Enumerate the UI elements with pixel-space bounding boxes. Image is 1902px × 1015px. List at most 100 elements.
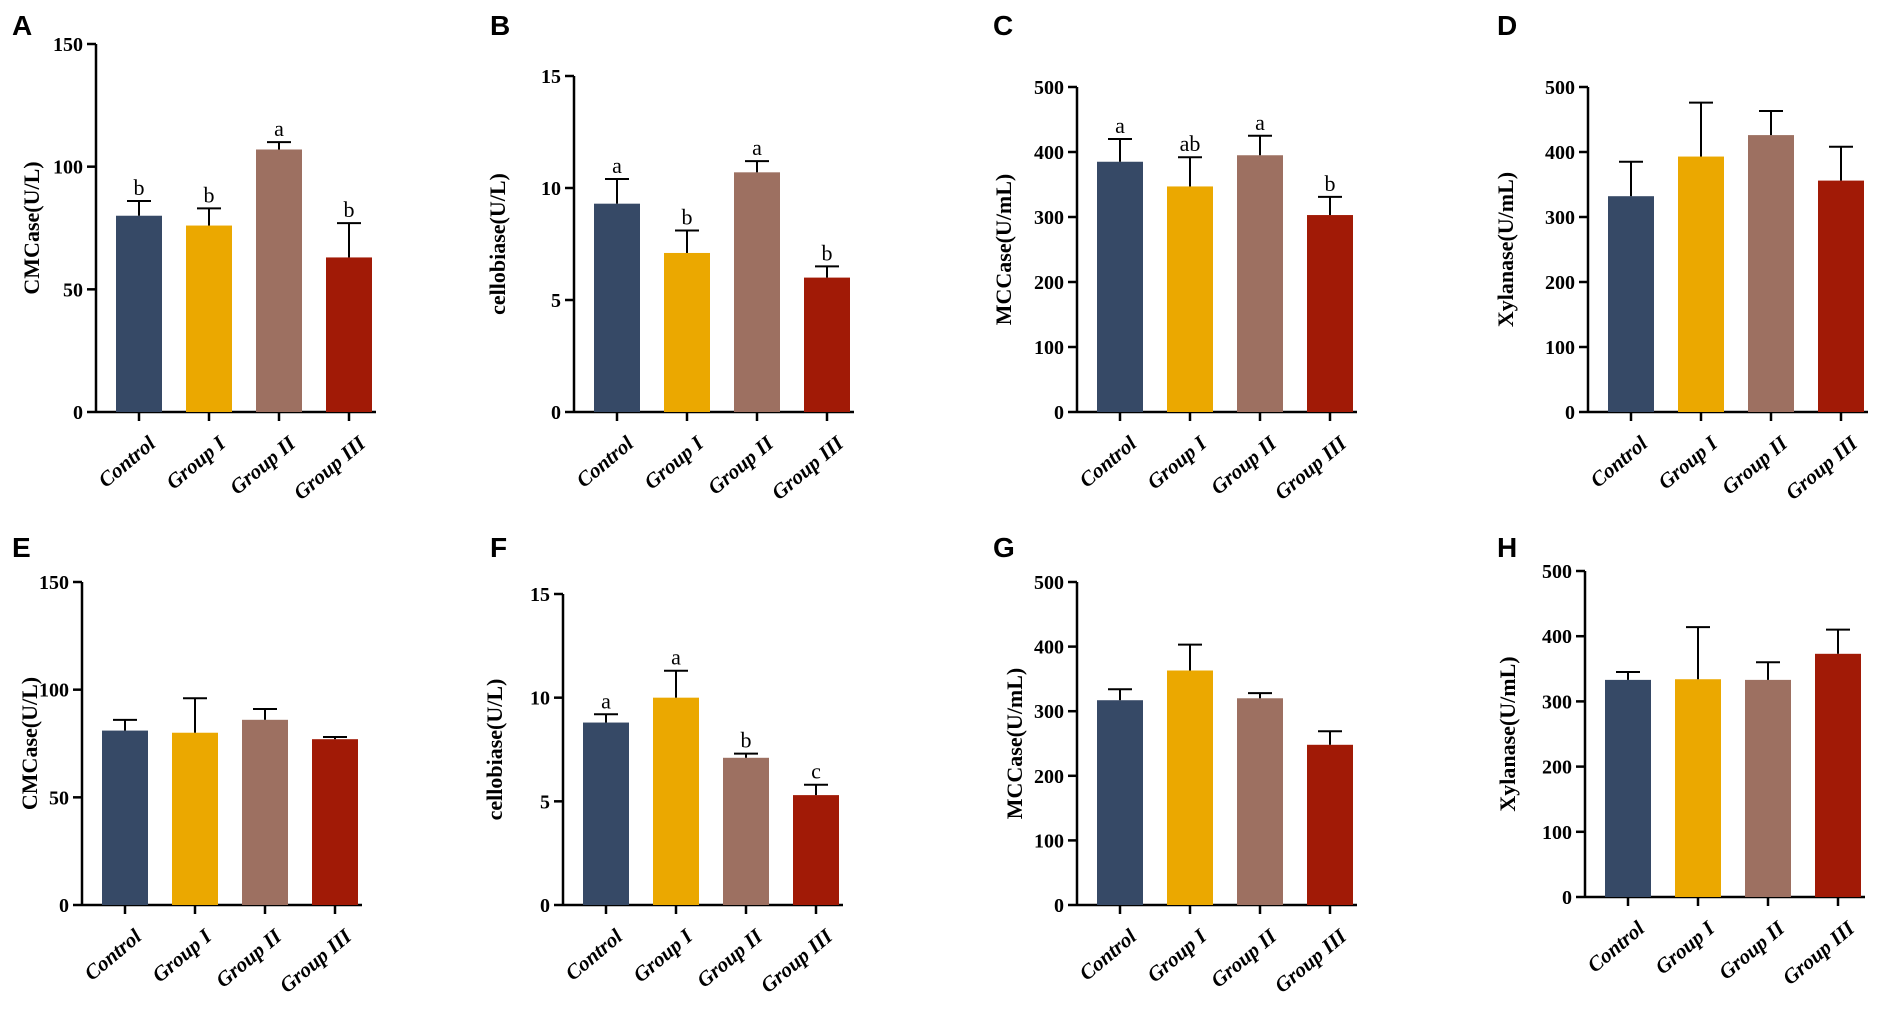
significance-letter: a (1255, 110, 1265, 135)
y-tick-label: 400 (1545, 142, 1575, 164)
x-category-label: Group I (1653, 431, 1722, 495)
x-category-label: Group III (1778, 916, 1860, 990)
y-tick-label: 5 (540, 791, 550, 813)
y-tick-label: 15 (541, 66, 561, 88)
bar-group-iii (793, 795, 839, 905)
x-category-label: Group III (275, 924, 357, 998)
x-category-label: Group III (1270, 431, 1352, 505)
y-tick-label: 0 (59, 895, 69, 917)
significance-letter: b (344, 197, 355, 222)
panel-letter: A (12, 10, 32, 41)
panel-letter: D (1497, 10, 1517, 41)
panel-letter: H (1497, 532, 1517, 563)
panel-letter: C (993, 10, 1013, 41)
bar-group-i (172, 732, 218, 905)
x-category-label: Control (561, 924, 628, 985)
y-tick-label: 100 (1545, 337, 1575, 359)
x-category-label: Group III (767, 431, 849, 505)
x-category-label: Group III (1270, 924, 1352, 998)
bar-group-ii (734, 172, 780, 412)
significance-letter: b (682, 205, 693, 230)
y-tick-label: 0 (1562, 887, 1572, 909)
bar-control (583, 722, 629, 905)
y-tick-label: 10 (541, 178, 561, 200)
chart-panel-b: B 0 5 10 15 cellobiase(U/L) a Control b Group I a G… (485, 10, 854, 505)
x-category-label: Group II (1714, 916, 1790, 985)
significance-letter: b (741, 728, 752, 753)
x-category-label: Control (1583, 916, 1650, 977)
x-category-label: Group I (147, 924, 216, 988)
panel-letter: B (490, 10, 510, 41)
y-tick-label: 0 (540, 895, 550, 917)
bar-group-ii (723, 757, 769, 905)
bar-group-ii (1237, 155, 1283, 412)
x-category-label: Control (1075, 431, 1142, 492)
chart-panel-a: A 0 50 100 150 CMCase(U/L) b Control b Group I a Gr… (12, 10, 376, 505)
x-category-label: Control (94, 431, 161, 492)
y-tick-label: 300 (1034, 207, 1064, 229)
x-category-label: Group III (756, 924, 838, 998)
y-tick-label: 100 (1542, 822, 1572, 844)
y-tick-label: 50 (49, 787, 69, 809)
y-tick-label: 0 (1565, 402, 1575, 424)
x-category-label: Group I (161, 431, 230, 495)
y-axis-title: CMCase(U/L) (17, 677, 42, 810)
y-tick-label: 150 (53, 34, 83, 56)
x-category-label: Group III (289, 431, 371, 505)
bar-group-i (653, 697, 699, 905)
x-category-label: Group II (1717, 431, 1793, 500)
bar-control (1097, 700, 1143, 905)
x-category-label: Group III (1781, 431, 1863, 505)
y-tick-label: 100 (39, 680, 69, 702)
x-category-label: Control (1586, 431, 1653, 492)
y-tick-label: 300 (1034, 701, 1064, 723)
significance-letter: a (612, 153, 622, 178)
x-category-label: Group II (1206, 431, 1282, 500)
y-tick-label: 0 (1054, 402, 1064, 424)
x-category-label: Group II (211, 924, 287, 993)
x-category-label: Control (1075, 924, 1142, 985)
x-category-label: Group II (225, 431, 301, 500)
bar-group-iii (1307, 744, 1353, 905)
bar-group-ii (1748, 135, 1794, 412)
significance-letter: a (601, 688, 611, 713)
bar-group-ii (242, 719, 288, 905)
x-category-label: Group I (639, 431, 708, 495)
x-category-label: Group II (1206, 924, 1282, 993)
panel-letter: E (12, 532, 31, 563)
y-tick-label: 200 (1542, 757, 1572, 779)
x-category-label: Group I (1142, 431, 1211, 495)
x-category-label: Group I (1650, 916, 1719, 980)
bar-group-i (186, 225, 232, 412)
significance-letter: c (811, 759, 821, 784)
y-axis-title: Xylanase(U/mL) (1493, 172, 1518, 327)
y-tick-label: 400 (1034, 142, 1064, 164)
y-tick-label: 500 (1542, 561, 1572, 583)
bar-group-ii (1745, 679, 1791, 897)
bar-group-i (1167, 670, 1213, 905)
x-category-label: Group I (628, 924, 697, 988)
bar-group-i (1167, 186, 1213, 412)
y-tick-label: 5 (551, 290, 561, 312)
bar-group-ii (256, 149, 302, 412)
y-tick-label: 0 (73, 402, 83, 424)
y-tick-label: 0 (1054, 895, 1064, 917)
bar-group-iii (1307, 215, 1353, 412)
significance-letter: b (1325, 171, 1336, 196)
panel-letter: G (993, 532, 1015, 563)
panel-letter: F (490, 532, 507, 563)
bar-control (1605, 679, 1651, 897)
x-category-label: Control (80, 924, 147, 985)
chart-panel-f: F 0 5 10 15 cellobiase(U/L) a Control a Group I b G… (482, 532, 843, 998)
y-axis-title: MCCase(U/mL) (1002, 668, 1027, 820)
y-tick-label: 500 (1034, 572, 1064, 594)
bar-group-iii (1815, 653, 1861, 897)
y-tick-label: 500 (1034, 77, 1064, 99)
bar-group-ii (1237, 698, 1283, 905)
y-tick-label: 300 (1545, 207, 1575, 229)
significance-letter: b (134, 175, 145, 200)
y-tick-label: 15 (530, 584, 550, 606)
